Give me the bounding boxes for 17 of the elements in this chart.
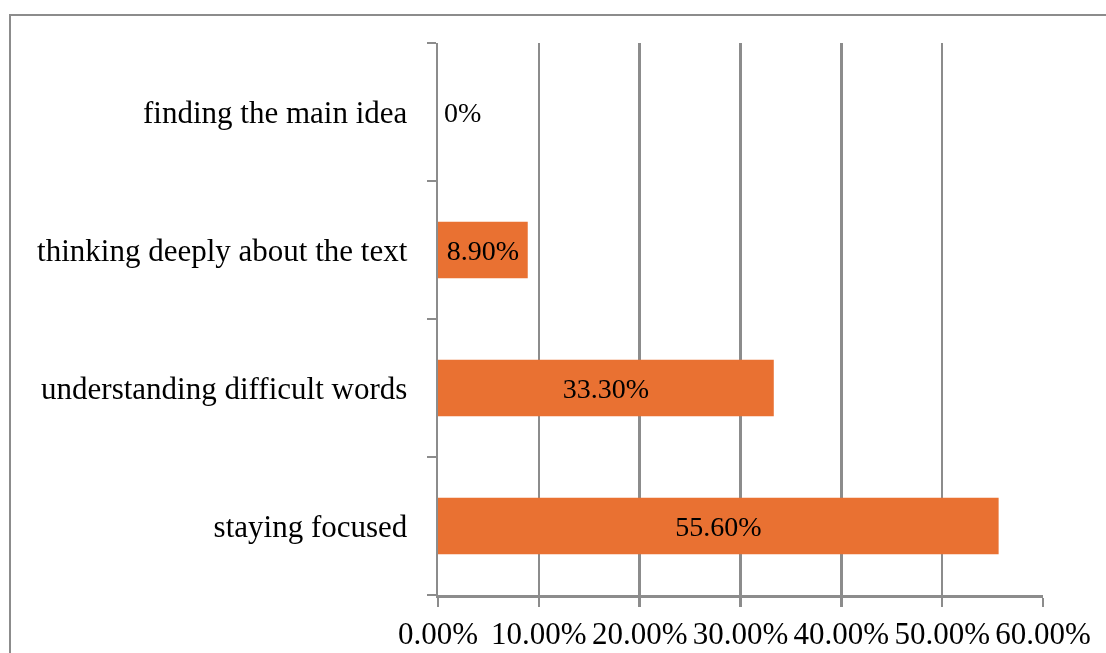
- y-tick-label: understanding difficult words: [41, 370, 408, 406]
- x-tick-label: 10.00%: [491, 615, 587, 651]
- x-tick-label: 60.00%: [995, 615, 1091, 651]
- y-tick-label: finding the main idea: [143, 94, 408, 130]
- x-tick-label: 20.00%: [591, 615, 688, 651]
- data-label: 33.30%: [562, 372, 650, 404]
- y-tick-label: thinking deeply about the text: [37, 232, 408, 268]
- x-tick-label: 0.00%: [397, 615, 479, 651]
- data-label: 55.60%: [675, 510, 762, 542]
- data-label: 0%: [444, 97, 482, 128]
- x-tick-label: 50.00%: [894, 615, 990, 651]
- x-tick-label: 40.00%: [793, 615, 890, 651]
- bar: [438, 497, 999, 555]
- data-label: 8.90%: [446, 234, 520, 266]
- x-tick-label: 30.00%: [692, 615, 789, 651]
- y-tick-label: staying focused: [213, 508, 408, 544]
- bar: [438, 359, 774, 417]
